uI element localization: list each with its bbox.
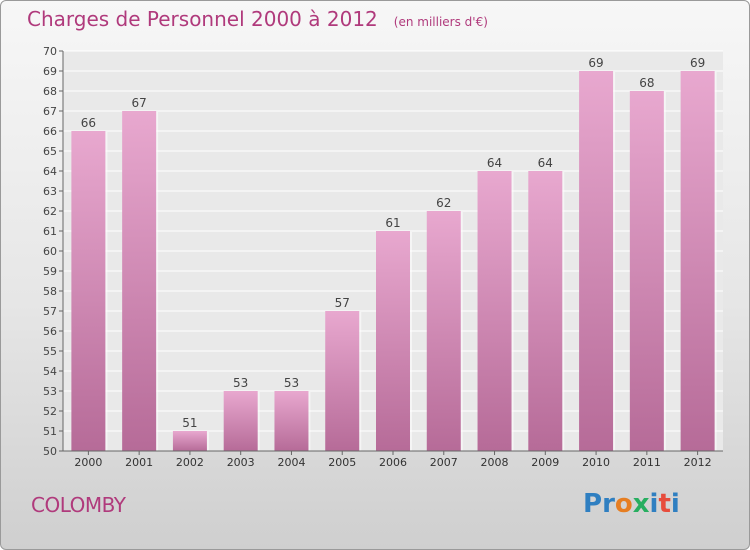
data-label: 69 [690,56,705,70]
data-label: 68 [639,76,654,90]
y-tick-label: 50 [43,445,57,458]
data-label: 53 [233,376,248,390]
data-label: 62 [436,196,451,210]
bars [71,71,717,451]
y-tick-label: 62 [43,205,57,218]
data-label: 57 [335,296,350,310]
x-tick-label: 2012 [684,456,712,469]
data-label: 64 [538,156,553,170]
axes: 50 51 52 53 54 55 56 57 58 59 60 61 62 63 64 65 66 67 68 69… [43,45,723,469]
logo-letter: t [658,489,671,519]
chart-title: Charges de Personnel 2000 à 2012 [27,7,378,31]
data-label: 53 [284,376,299,390]
logo-letter: r [602,489,615,519]
bar [376,231,410,451]
bar [477,171,512,451]
y-tick-label: 60 [43,245,57,258]
logo-letter: i [670,489,680,519]
x-tick-label: 2008 [481,456,509,469]
x-tick-label: 2004 [277,456,305,469]
y-tick-label: 53 [43,385,57,398]
x-tick-label: 2001 [125,456,153,469]
logo-letter: P [583,489,603,519]
y-tick-label: 68 [43,85,57,98]
data-label: 66 [81,116,96,130]
y-tick-label: 52 [43,405,57,418]
y-tick-label: 64 [43,165,57,178]
place-name: COLOMBY [31,493,126,517]
x-tick-label: 2000 [74,456,102,469]
bar [680,71,715,451]
bar [325,311,360,451]
data-label: 64 [487,156,502,170]
data-label: 67 [132,96,147,110]
x-tick-label: 2007 [430,456,458,469]
y-tick-label: 54 [43,365,57,378]
y-tick-label: 61 [43,225,57,238]
data-label: 51 [182,416,197,430]
y-tick-label: 59 [43,265,57,278]
y-tick-label: 63 [43,185,57,198]
data-label: 69 [588,56,603,70]
x-tick-label: 2006 [379,456,407,469]
data-label: 61 [385,216,400,230]
y-tick-label: 51 [43,425,57,438]
chart-title-block: Charges de Personnel 2000 à 2012 (en mill… [27,7,488,31]
bar [274,391,309,451]
x-tick-label: 2011 [633,456,661,469]
bar [528,171,563,451]
x-tick-label: 2002 [176,456,204,469]
chart-unit: (en milliers d'€) [393,15,488,29]
logo-letter: x [632,489,650,519]
x-tick-label: 2010 [582,456,610,469]
y-tick-label: 70 [43,45,57,58]
bar [122,111,157,451]
proxiti-logo: Proxiti [583,489,680,519]
x-tick-label: 2005 [328,456,356,469]
y-tick-label: 58 [43,285,57,298]
data-labels: 66 67 51 53 53 57 61 62 64 64 69 68 69 [81,56,706,430]
x-tick-label: 2009 [531,456,559,469]
bar [426,211,461,451]
y-tick-label: 56 [43,325,57,338]
y-tick-label: 65 [43,145,57,158]
bar [579,71,614,451]
bar [629,91,664,451]
bar [172,431,207,451]
bar [71,131,106,451]
logo-letter: i [649,489,659,519]
y-tick-label: 67 [43,105,57,118]
y-tick-label: 55 [43,345,57,358]
y-tick-label: 66 [43,125,57,138]
bar [223,391,258,451]
y-tick-label: 69 [43,65,57,78]
logo-letter: o [614,489,633,519]
y-tick-label: 57 [43,305,57,318]
x-tick-label: 2003 [227,456,255,469]
